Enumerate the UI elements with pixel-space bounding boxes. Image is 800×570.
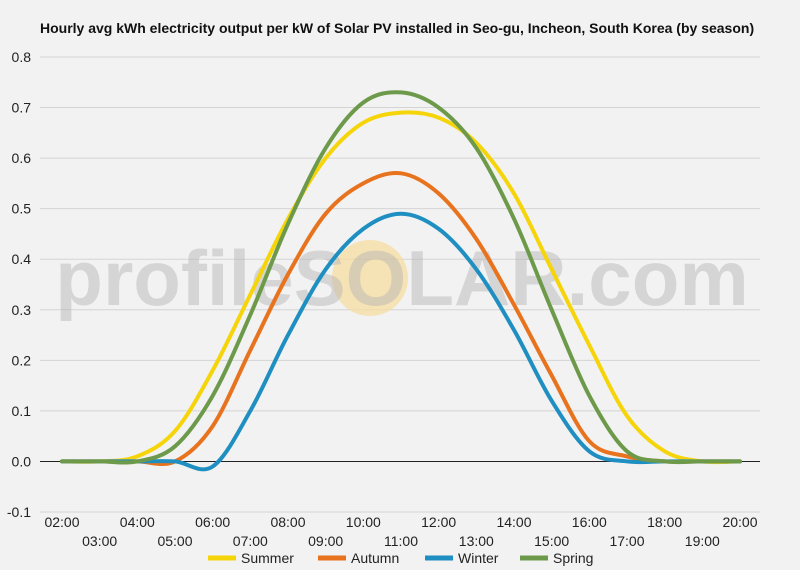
x-tick-label: 16:00: [572, 514, 607, 530]
series-line-spring: [60, 90, 742, 465]
y-tick-label: 0.4: [12, 251, 32, 267]
series-line-summer: [60, 110, 742, 465]
y-tick-label: 0.1: [12, 403, 32, 419]
chart-title: Hourly avg kWh electricity output per kW…: [40, 20, 754, 36]
y-tick-label: 0.2: [12, 352, 32, 368]
legend-label: Spring: [553, 550, 593, 566]
x-tick-label: 09:00: [308, 533, 343, 549]
watermark-sun-icon: [332, 240, 408, 316]
x-tick-label: 02:00: [44, 514, 79, 530]
y-tick-label: 0.8: [12, 49, 32, 65]
legend-label: Summer: [241, 550, 294, 566]
x-tick-label: 06:00: [195, 514, 230, 530]
x-tick-label: 07:00: [233, 533, 268, 549]
y-tick-label: 0.6: [12, 150, 32, 166]
x-tick-label: 05:00: [157, 533, 192, 549]
series-line-winter: [60, 211, 742, 472]
x-tick-label: 11:00: [384, 533, 418, 549]
legend: Summer Autumn Winter Spring: [208, 550, 593, 566]
x-tick-label: 18:00: [647, 514, 682, 530]
watermark: profileSOLAR.com: [55, 234, 748, 322]
x-tick-label: 20:00: [722, 514, 757, 530]
x-tick-label: 17:00: [609, 533, 644, 549]
x-tick-label: 12:00: [421, 514, 456, 530]
y-tick-label: 0.7: [12, 100, 32, 116]
y-tick-label: 0.5: [12, 201, 32, 217]
legend-label: Winter: [458, 550, 499, 566]
x-tick-label: 14:00: [496, 514, 531, 530]
x-tick-label: 08:00: [270, 514, 305, 530]
y-axis-ticks: 0.8 0.7 0.6 0.5 0.4 0.3 0.2 0.1 0.0 -0.1: [7, 49, 31, 520]
x-tick-label: 19:00: [685, 533, 720, 549]
legend-label: Autumn: [351, 550, 399, 566]
x-axis-ticks: 02:00 04:00 06:00 08:00 10:00 12:00 14:00 16:00…: [44, 514, 757, 549]
x-tick-label: 03:00: [82, 533, 117, 549]
y-tick-label: 0.0: [12, 453, 32, 469]
x-tick-label: 15:00: [534, 533, 569, 549]
watermark-text: profileSOLAR.com: [55, 234, 748, 322]
y-tick-label: -0.1: [7, 504, 31, 520]
x-tick-label: 10:00: [346, 514, 381, 530]
y-tick-label: 0.3: [12, 302, 32, 318]
x-tick-label: 13:00: [459, 533, 494, 549]
series-lines: [60, 90, 742, 472]
x-tick-label: 04:00: [120, 514, 155, 530]
